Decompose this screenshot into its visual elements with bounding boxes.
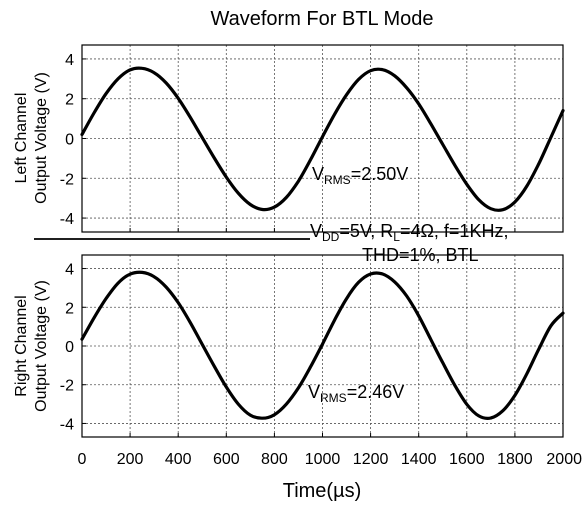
x-tick-label: 2000 (546, 451, 582, 468)
y-tick-label: -4 (60, 211, 74, 228)
y-tick-label: 2 (65, 92, 74, 109)
right-channel-trace (80, 270, 565, 420)
condition-line1: VDD=5V, RL=4Ω, f=1KHz, (310, 221, 508, 244)
x-tick-label: 1600 (449, 451, 485, 468)
left-vrms-annotation: VRMS=2.50V (312, 164, 408, 187)
y-tick-label: -4 (60, 416, 74, 433)
y-tick-label: 4 (65, 262, 74, 279)
y-tick-label: 2 (65, 300, 74, 317)
x-tick-label: 800 (261, 451, 288, 468)
chart-title: Waveform For BTL Mode (210, 8, 433, 30)
y-tick-label: 4 (65, 52, 74, 69)
left-ylabel-line2: Output Voltage (V) (33, 72, 50, 204)
y-tick-label: 0 (65, 132, 74, 149)
x-tick-labels: 0 200 400 600 800 1000 1200 1400 1600 1800 2000 (78, 451, 583, 468)
x-tick-label: 400 (165, 451, 192, 468)
x-tick-label: 1000 (305, 451, 341, 468)
y-tick-label: 0 (65, 339, 74, 356)
x-tick-label: 1800 (497, 451, 533, 468)
x-tick-label: 600 (213, 451, 240, 468)
x-axis-label: Time(µs) (283, 480, 362, 502)
right-ylabel-line1: Right Channel (13, 295, 30, 396)
x-tick-label: 1400 (401, 451, 437, 468)
y-tick-label: -2 (60, 378, 74, 395)
left-ylabel-line1: Left Channel (13, 93, 30, 184)
left-channel-panel: 420-2-4 Left Channel Output Voltage (V) … (13, 44, 565, 233)
right-channel-panel: 4 2 0 -2 -4 Right Channel Output Voltage (V)… (13, 254, 565, 438)
x-tick-label: 0 (78, 451, 87, 468)
x-tick-label: 1200 (353, 451, 389, 468)
right-ylabel-line2: Output Voltage (V) (33, 280, 50, 412)
left-channel-trace (80, 66, 565, 212)
y-tick-label: -2 (60, 171, 74, 188)
right-vrms-annotation: VRMS=2.46V (308, 382, 404, 405)
x-tick-label: 200 (117, 451, 144, 468)
